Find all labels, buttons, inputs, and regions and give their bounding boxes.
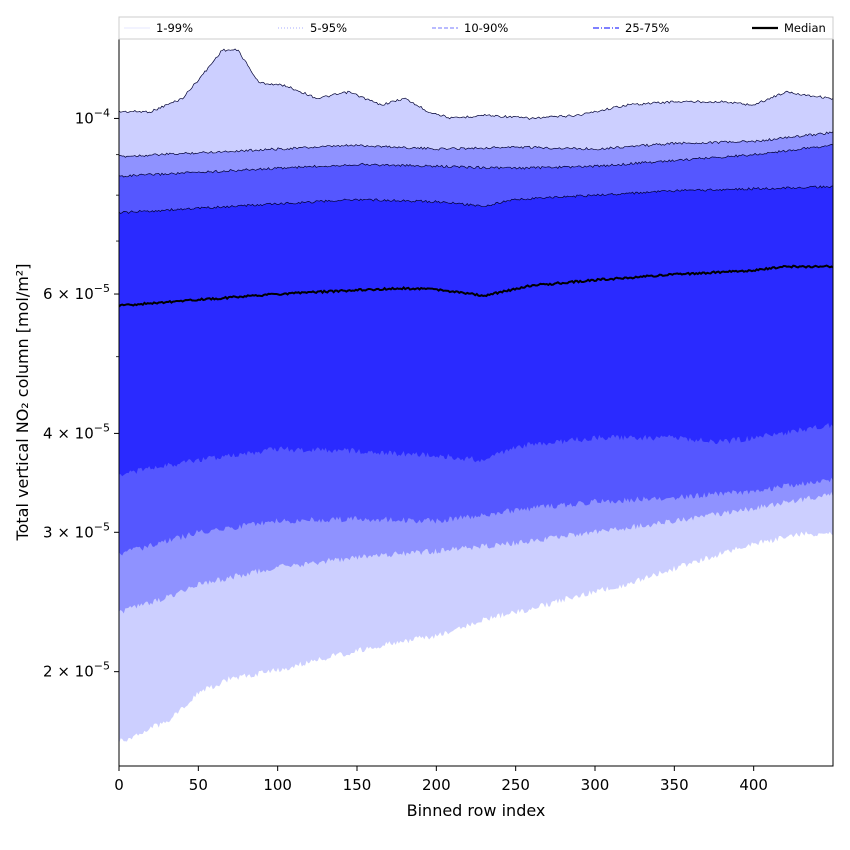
x-axis: 0 50 100 150 200 250 300 350 400 xyxy=(114,766,768,794)
band-upper-edge-25-75% xyxy=(119,185,833,214)
y-axis-title: Total vertical NO₂ column [mol/m²] xyxy=(13,264,32,542)
x-tick-label: 250 xyxy=(501,776,530,794)
y-tick-label: 4 × 10−5 xyxy=(43,421,110,442)
legend-label-1-99%: 1-99% xyxy=(156,21,193,35)
median-layer xyxy=(119,264,833,308)
x-tick-label: 400 xyxy=(739,776,768,794)
legend-label-10-90%: 10-90% xyxy=(464,21,508,35)
x-tick-label: 350 xyxy=(660,776,689,794)
band-upper-edge-1-99% xyxy=(119,48,833,120)
y-tick-label: 6 × 10−5 xyxy=(43,282,110,303)
x-tick-label: 200 xyxy=(422,776,451,794)
x-tick-label: 100 xyxy=(263,776,292,794)
median-line xyxy=(119,264,833,308)
band-upper-edge-5-95% xyxy=(119,131,833,158)
y-tick-label: 2 × 10−5 xyxy=(43,660,110,681)
x-tick-label: 0 xyxy=(114,776,124,794)
legend-label-Median: Median xyxy=(784,21,826,35)
legend: 1-99% 5-95% 10-90% 25-75% Median xyxy=(118,16,834,40)
legend-label-25-75%: 25-75% xyxy=(625,21,669,35)
band-25-75% xyxy=(119,185,833,477)
y-tick-label: 10−4 xyxy=(75,106,110,127)
x-tick-label: 300 xyxy=(581,776,610,794)
bands-layer xyxy=(119,48,833,744)
x-tick-label: 150 xyxy=(343,776,372,794)
y-axis: 2 × 10−5 3 × 10−5 4 × 10−5 6 × 10−5 10−4 xyxy=(43,106,119,681)
y-tick-label: 3 × 10−5 xyxy=(43,520,110,541)
x-tick-label: 50 xyxy=(189,776,208,794)
x-axis-title: Binned row index xyxy=(407,801,546,820)
legend-label-5-95%: 5-95% xyxy=(310,21,347,35)
legend-frame xyxy=(118,16,834,40)
band-upper-edge-10-90% xyxy=(119,143,833,178)
